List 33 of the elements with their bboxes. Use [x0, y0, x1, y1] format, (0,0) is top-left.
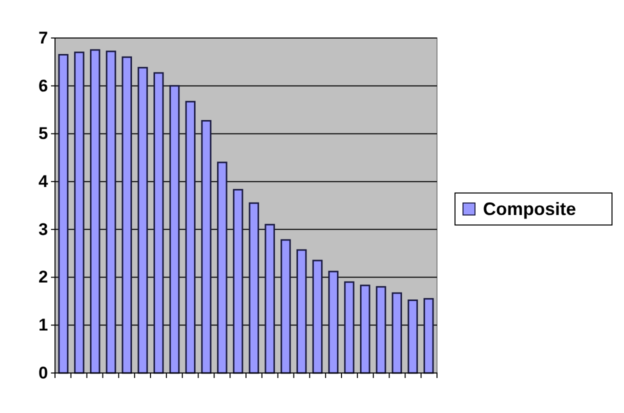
y-tick-label: 2 — [38, 268, 48, 287]
bar — [392, 292, 402, 374]
y-tick-label: 1 — [38, 316, 48, 335]
bar — [248, 202, 260, 374]
bar — [376, 286, 386, 374]
bar — [122, 56, 132, 374]
bar — [360, 284, 370, 374]
bar — [74, 52, 84, 374]
bar — [264, 224, 275, 374]
bar — [280, 239, 291, 374]
y-tick-label: 7 — [38, 28, 48, 48]
y-tick-label: 0 — [38, 363, 48, 382]
bar — [185, 100, 196, 374]
bar — [344, 281, 354, 374]
bar — [169, 85, 180, 374]
bar — [217, 162, 228, 374]
bar — [106, 50, 116, 374]
y-tick-label: 4 — [38, 172, 49, 192]
bar — [201, 120, 212, 374]
y-tick-label: 3 — [38, 220, 48, 239]
bar — [424, 298, 434, 374]
bar — [138, 66, 148, 374]
y-tick-label: 5 — [38, 124, 48, 144]
bar — [312, 260, 323, 374]
bar — [408, 300, 418, 374]
legend-label: Composite — [483, 199, 576, 219]
bar — [154, 72, 164, 374]
bar — [232, 188, 244, 374]
bar — [90, 49, 100, 374]
bar — [328, 270, 338, 374]
y-tick-label: 6 — [38, 76, 48, 96]
bar — [296, 249, 307, 374]
bar — [58, 54, 68, 374]
